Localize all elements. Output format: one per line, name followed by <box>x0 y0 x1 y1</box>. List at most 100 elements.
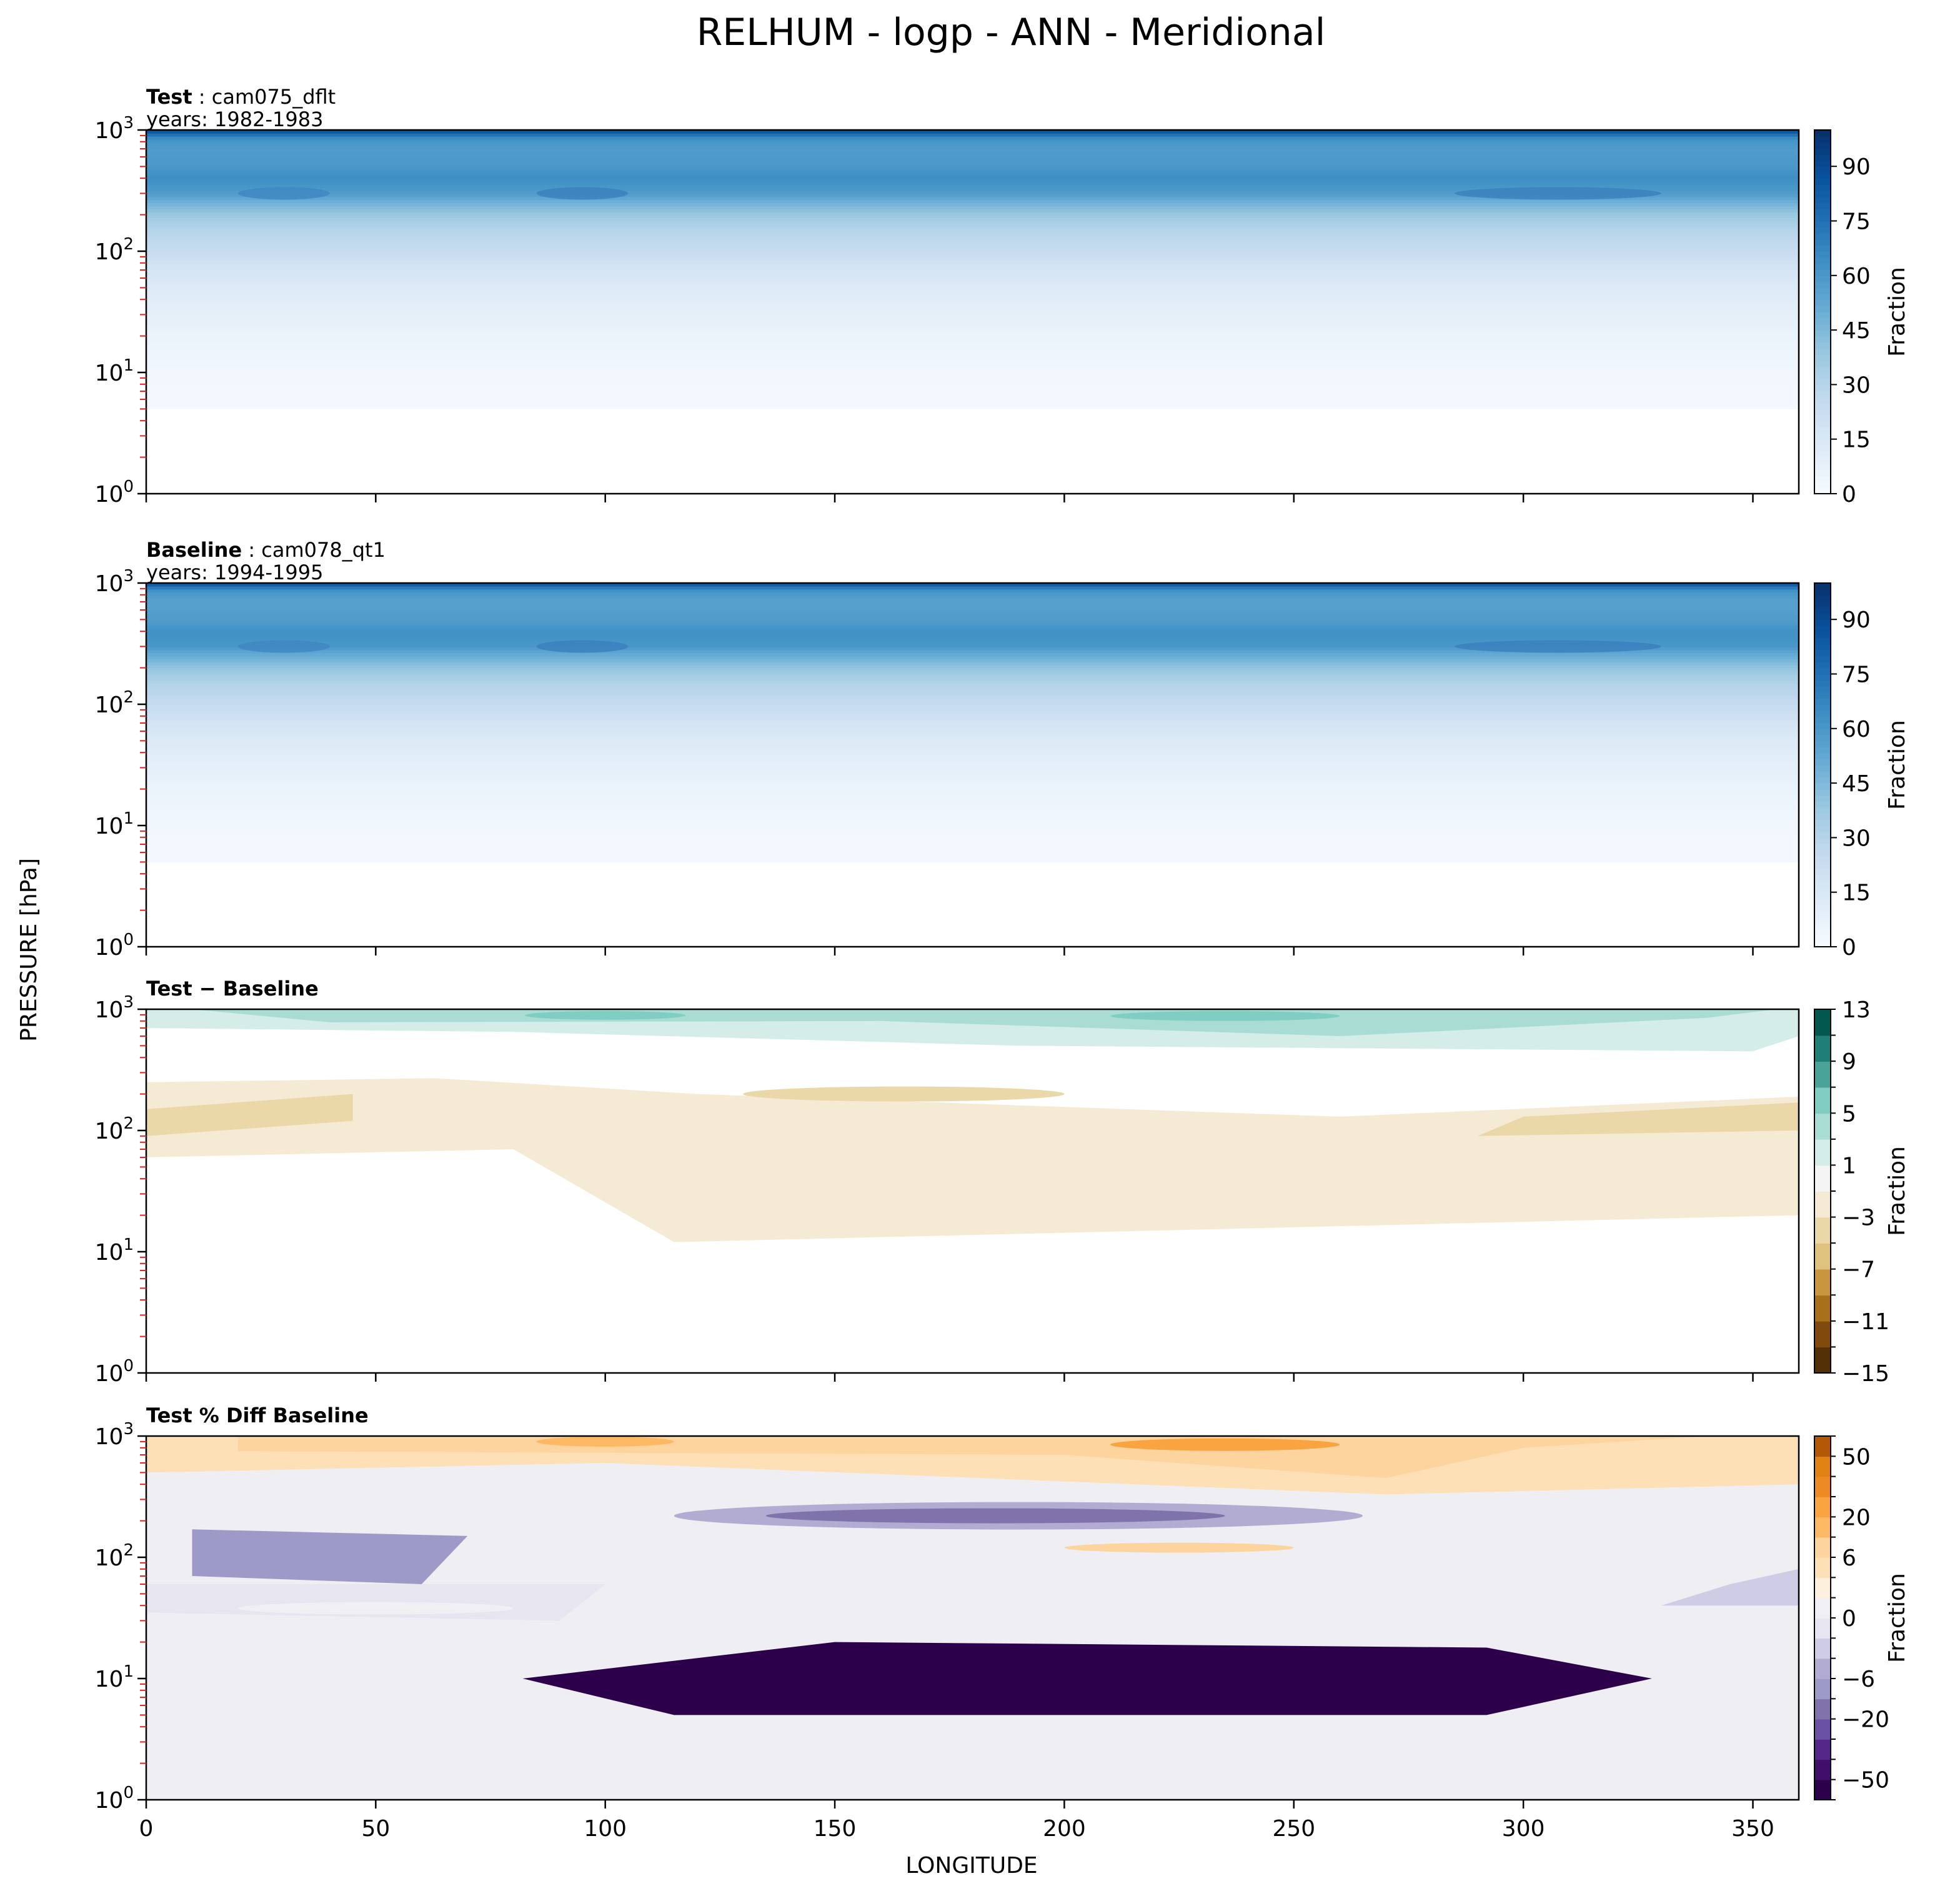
y-tick-exponent: 3 <box>123 1420 134 1439</box>
contour-band <box>146 828 1799 832</box>
colorbar-segment <box>1814 722 1831 729</box>
contour-band <box>146 774 1799 778</box>
colorbar-segment <box>1814 221 1831 227</box>
colorbar-segment <box>1814 239 1831 246</box>
colorbar-segment <box>1814 324 1831 331</box>
contour-band <box>146 457 1799 461</box>
colorbar-segment <box>1814 457 1831 464</box>
colorbar-segment <box>1814 384 1831 391</box>
colorbar-segment <box>1814 1739 1831 1760</box>
colorbar-segment <box>1814 1618 1831 1639</box>
contour-pocket <box>536 1436 674 1447</box>
colorbar-segment <box>1814 1638 1831 1659</box>
contour-band <box>146 907 1799 911</box>
contour-band <box>146 312 1799 316</box>
contour-band <box>146 412 1799 416</box>
colorbar-segment <box>1814 1035 1831 1062</box>
contour-band <box>146 217 1799 222</box>
contour-pocket <box>237 1602 514 1615</box>
y-tick-label: 102 <box>95 1114 134 1144</box>
colorbar-segment <box>1814 178 1831 186</box>
contour-band <box>146 163 1799 167</box>
contour-band <box>146 148 1799 152</box>
contour-band <box>146 314 1799 319</box>
panel-subtitle: Test − Baseline <box>146 977 319 1000</box>
colorbar-segment <box>1814 1087 1831 1114</box>
contour-band <box>146 931 1799 936</box>
contour-band <box>146 741 1799 744</box>
colorbar-segment <box>1814 136 1831 143</box>
contour-band <box>146 421 1799 425</box>
contour-band <box>146 810 1799 814</box>
colorbar-tick-label: 60 <box>1842 264 1871 289</box>
contour-band <box>146 613 1799 617</box>
colorbar-tick-label: 5 <box>1842 1101 1856 1127</box>
colorbar-segment <box>1814 734 1831 741</box>
contour-band <box>146 330 1799 334</box>
contour-band <box>146 856 1799 860</box>
contour-band <box>146 716 1799 721</box>
colorbar-segment <box>1814 922 1831 929</box>
contour-band <box>146 744 1799 747</box>
contour-band <box>146 831 1799 836</box>
colorbar-segment <box>1814 196 1831 204</box>
subtitle-bold: Test <box>146 85 192 109</box>
colorbar-segment <box>1814 716 1831 723</box>
contour-band <box>146 245 1799 249</box>
colorbar-segment <box>1814 421 1831 428</box>
colorbar-frame <box>1814 1009 1831 1374</box>
colorbar-segment <box>1814 263 1831 270</box>
contour-band <box>146 484 1799 489</box>
contour-band <box>146 206 1799 209</box>
panel-subtitle: Test : cam075_dflt <box>146 85 336 109</box>
colorbar-tick-label: −15 <box>1842 1361 1889 1387</box>
contour-band <box>146 396 1799 401</box>
contour-band <box>146 169 1799 173</box>
colorbar-tick-label: −20 <box>1842 1707 1889 1733</box>
colorbar-segment <box>1814 372 1831 379</box>
colorbar-segment <box>1814 342 1831 349</box>
contour-band <box>146 1436 1799 1800</box>
contour-band <box>146 886 1799 890</box>
colorbar-segment <box>1814 1139 1831 1166</box>
colorbar-tick-label: 0 <box>1842 482 1856 507</box>
colorbar-tick-label: −11 <box>1842 1309 1889 1335</box>
contour-band <box>146 704 1799 708</box>
y-tick-exponent: 3 <box>123 567 134 586</box>
contour-band <box>146 859 1799 862</box>
contour-band <box>146 837 1799 842</box>
contour-band <box>146 160 1799 164</box>
colorbar-segment <box>1814 391 1831 397</box>
colorbar-tick-label: 20 <box>1842 1505 1871 1530</box>
y-tick-exponent: 0 <box>123 1357 134 1375</box>
colorbar-segment <box>1814 910 1831 917</box>
contour-band <box>146 369 1799 373</box>
contour-band <box>146 221 1799 225</box>
colorbar-segment <box>1814 934 1831 942</box>
colorbar-segment <box>1814 1719 1831 1740</box>
contour-band <box>146 293 1799 297</box>
contour-band <box>146 865 1799 869</box>
colorbar-frame <box>1814 1435 1831 1800</box>
y-tick-label: 102 <box>95 1541 134 1571</box>
contour-band <box>146 656 1799 660</box>
contour-band <box>146 622 1799 626</box>
colorbar-segment <box>1814 1456 1831 1477</box>
contour-band <box>146 166 1799 170</box>
subtitle-case: : cam075_dflt <box>192 85 336 109</box>
contour-band <box>146 692 1799 696</box>
contour-band <box>146 759 1799 762</box>
contour-band <box>146 454 1799 458</box>
panel-difference: Test − Baseline100101102103−15−11−7−3159… <box>95 977 1910 1387</box>
contour-band <box>146 257 1799 261</box>
contour-band <box>522 1642 1652 1715</box>
contour-band <box>146 798 1799 802</box>
colorbar-segment <box>1814 667 1831 675</box>
panel-subtitle: Test % Diff Baseline <box>146 1404 369 1427</box>
colorbar-segment <box>1814 366 1831 373</box>
colorbar-segment <box>1814 941 1831 947</box>
contour-pocket <box>1110 1010 1340 1021</box>
contour-band <box>146 391 1799 394</box>
colorbar-segment <box>1814 874 1831 881</box>
